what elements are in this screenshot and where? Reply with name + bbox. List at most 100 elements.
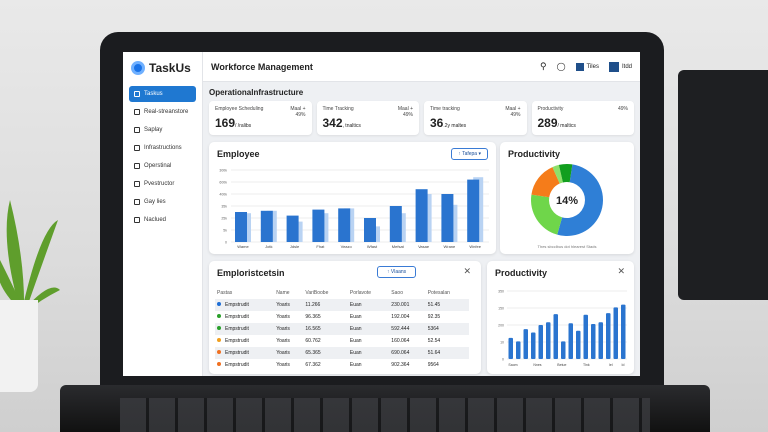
sidebar-item[interactable]: Real-streanstore	[129, 104, 196, 120]
card-delta-label: Maal +	[397, 106, 413, 112]
search-icon[interactable]: ⚲	[539, 61, 547, 71]
table-cell: 9564	[426, 359, 469, 371]
x-tick-label: Wrane	[444, 244, 456, 249]
card-pct: 49%	[617, 106, 628, 112]
table-cell: 65.365	[303, 347, 348, 359]
table-row[interactable]: Empstrudit Yoaris 65.365 Euan 690.064 51.64	[215, 347, 469, 359]
bar	[508, 337, 513, 359]
donut-title: Productivity	[508, 149, 561, 159]
cell-text: 92.35	[427, 314, 441, 320]
sidebar-item[interactable]: Pvestructor	[129, 176, 196, 192]
card-value: 36.2y maltes	[430, 116, 521, 130]
table-row[interactable]: Empstrudit Yoaris 67.362 Euan 902.364 9564	[215, 359, 469, 371]
cell-text: 902.364	[391, 362, 410, 368]
stat-card[interactable]: Time Tracking Maal +49% 342, tnaltics	[316, 101, 419, 135]
sidebar-item[interactable]: Operstinal	[129, 158, 196, 174]
employee-panel: Employee ↑ Tafepa ▾ 0 5k 25k 35k 400k 600k 300…	[209, 142, 496, 254]
cell-text: Yoaris	[276, 362, 290, 368]
bar	[561, 341, 566, 359]
table-cell: 67.362	[303, 359, 347, 371]
employee-title: Employee	[217, 149, 260, 159]
user-menu[interactable]: Itdd	[608, 61, 632, 72]
logo[interactable]: TaskUs	[123, 52, 202, 84]
table-cell: Euan	[348, 359, 389, 371]
sidebar-item[interactable]: Saplay	[129, 122, 196, 138]
x-tick-label: Wnfee	[469, 244, 481, 249]
plant-image	[0, 200, 60, 312]
cell-text: Empstrudit	[225, 314, 249, 320]
notification-icon[interactable]: ◯	[556, 62, 566, 71]
donut-center-label: 14%	[556, 195, 578, 207]
sidebar-item-label: Naclued	[144, 217, 167, 223]
nav-icon	[134, 199, 140, 205]
table-cell: 52.54	[426, 335, 469, 347]
status-dot	[217, 326, 221, 330]
table-cell: 92.35	[426, 311, 469, 323]
x-tick-label: Id	[622, 363, 625, 367]
cell-text: 51.45	[427, 302, 441, 308]
nav-icon	[134, 163, 140, 169]
cell-text: Yoaris	[276, 326, 290, 332]
sidebar-item[interactable]: Gay lies	[129, 194, 196, 210]
stat-card[interactable]: Employee Scheduling Maal +49% 169/ /ralibs	[209, 101, 312, 135]
bar-primary	[338, 208, 351, 242]
donut-panel: Productivity 14% Thes sbcclbus dot hlear…	[500, 142, 634, 254]
background-monitor	[678, 70, 768, 300]
x-tick-label: Tlnk	[583, 363, 590, 367]
bar	[546, 322, 551, 359]
stat-card[interactable]: Productivity 49% 289/ maltics	[531, 101, 634, 135]
cell-text: Empstrudit	[225, 338, 249, 344]
column-header: Porlavote	[349, 290, 371, 296]
close-icon[interactable]: ✕	[463, 266, 471, 276]
donut-slice	[531, 167, 560, 198]
table-cell: Yoaris	[274, 323, 304, 335]
cell-text: Euan	[349, 350, 362, 356]
table-row[interactable]: Empstrudit Yoaris 16.565 Euan 592.444 5364	[215, 323, 469, 335]
top-bar: Workforce Management ⚲ ◯ Tiles Itdd	[203, 52, 640, 82]
productivity-title: Productivity	[495, 268, 548, 278]
cell-text: 192.004	[391, 314, 410, 320]
employee-filter-button[interactable]: ↑ Tafepa ▾	[451, 148, 488, 160]
x-tick-label: Wame	[237, 244, 249, 249]
sidebar-item[interactable]: Taskus	[129, 86, 196, 102]
sidebar-item-label: Saplay	[144, 127, 163, 133]
cell-text: 5364	[427, 326, 439, 332]
employee-table-panel: Emploristcetsin ↑ Vlaans ✕ Pastas Name Var…	[209, 261, 481, 374]
card-pct: 49%	[402, 112, 413, 118]
sidebar-item[interactable]: Infrastructions	[129, 140, 196, 156]
table-cell: 96.365	[303, 311, 347, 323]
donut-slice	[557, 164, 603, 236]
table-row[interactable]: Empstrudit Yoaris 11.266 Euan 230.001 51.45	[215, 299, 469, 311]
donut-slice	[531, 194, 563, 235]
employee-bar-chart: 0 5k 25k 35k 400k 600k 300k Wame Jotk Jdsle Fhat Ve…	[219, 169, 489, 249]
bar-primary	[260, 210, 273, 242]
table-row[interactable]: Empstrudit Yoaris 60.762 Euan 160.064 52.54	[215, 335, 469, 347]
cell-text: 67.362	[305, 362, 321, 368]
close-icon[interactable]: ✕	[617, 266, 625, 276]
stat-card[interactable]: Time tracking Maal +49% 36.2y maltes	[424, 101, 527, 135]
card-label: Productivity	[537, 106, 564, 112]
table-cell: 51.64	[425, 347, 469, 359]
table-cell: 5364	[425, 323, 469, 335]
bar	[553, 314, 558, 359]
cell-text: 9564	[427, 362, 439, 368]
table-cell: Yoaris	[274, 299, 304, 311]
tiles-icon	[575, 62, 584, 71]
y-tick-label: 5k	[223, 229, 227, 233]
cell-text: Empstrudit	[225, 302, 249, 308]
table-cell: Euan	[347, 323, 390, 335]
page-title: Workforce Management	[211, 61, 313, 72]
plant-pot	[0, 300, 38, 392]
nav-icon	[134, 181, 140, 187]
column-header: VariBoobe	[305, 290, 329, 296]
table-cell: 192.004	[389, 311, 425, 323]
tiles-button[interactable]: Tiles	[575, 62, 599, 71]
cell-text: 592.444	[391, 326, 410, 332]
table-cell: Empstrudit	[215, 323, 275, 335]
cell-text: 96.365	[305, 314, 321, 320]
sidebar-item[interactable]: Naclued	[129, 212, 196, 228]
nav-icon	[134, 217, 140, 223]
table-row[interactable]: Empstrudit Yoaris 96.365 Euan 192.004 92.35	[215, 311, 469, 323]
card-label: Employee Scheduling	[215, 106, 264, 112]
table-view-button[interactable]: ↑ Vlaans	[377, 266, 417, 278]
